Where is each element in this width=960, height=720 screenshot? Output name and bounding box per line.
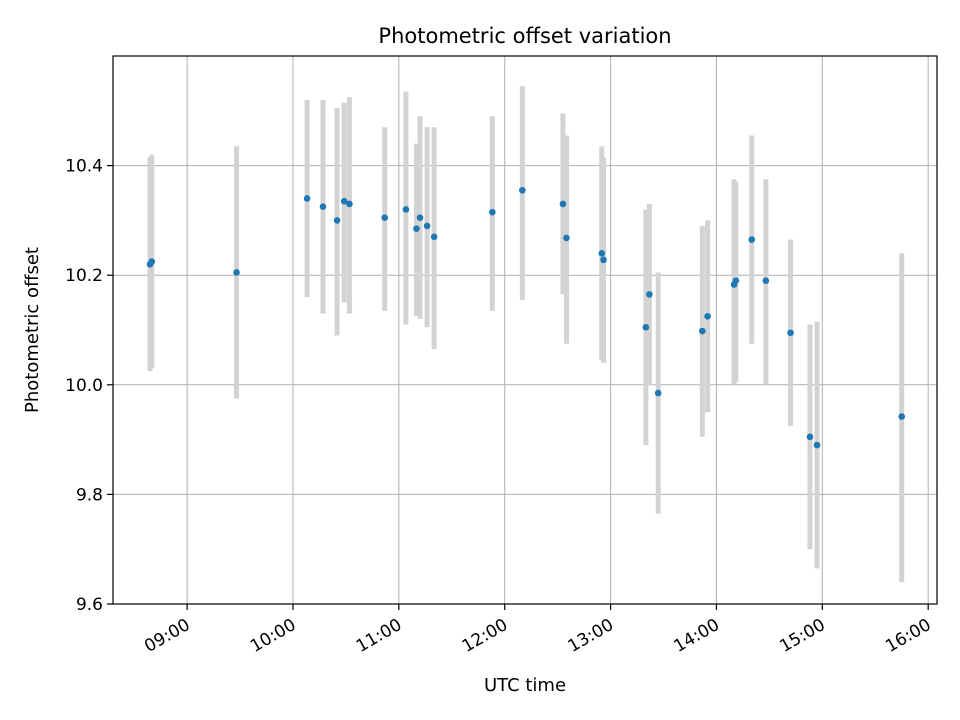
data-point bbox=[423, 222, 431, 230]
data-point bbox=[732, 277, 740, 284]
data-point bbox=[806, 433, 814, 441]
data-point bbox=[600, 256, 607, 264]
data-point bbox=[699, 327, 706, 335]
data-point bbox=[642, 323, 650, 331]
data-point bbox=[430, 233, 438, 241]
y-tick-label: 9.6 bbox=[76, 595, 103, 615]
data-point bbox=[333, 217, 341, 224]
data-point bbox=[646, 291, 653, 298]
data-point bbox=[748, 236, 756, 243]
y-tick-label: 10.4 bbox=[65, 157, 103, 177]
data-point bbox=[559, 200, 567, 208]
data-point bbox=[654, 389, 662, 397]
data-point bbox=[319, 203, 327, 210]
data-point bbox=[303, 195, 311, 202]
y-tick-label: 10.0 bbox=[65, 376, 103, 396]
data-point bbox=[813, 441, 821, 449]
data-point bbox=[233, 269, 240, 276]
plot-frame bbox=[112, 55, 938, 605]
data-point bbox=[489, 208, 496, 216]
data-point bbox=[413, 225, 420, 232]
x-axis-label: UTC time bbox=[484, 675, 566, 696]
data-point bbox=[762, 277, 770, 284]
data-point bbox=[787, 329, 794, 337]
data-point bbox=[416, 214, 424, 221]
data-point bbox=[340, 197, 348, 205]
data-point bbox=[704, 313, 711, 320]
y-axis-label: Photometric offset bbox=[22, 247, 43, 413]
data-point bbox=[563, 234, 570, 242]
chart-title: Photometric offset variation bbox=[378, 24, 671, 48]
data-point bbox=[898, 413, 906, 420]
data-point bbox=[381, 214, 389, 221]
data-point bbox=[519, 186, 526, 194]
y-tick-label: 9.8 bbox=[76, 485, 103, 505]
point-layer bbox=[146, 186, 906, 449]
y-tick-label: 10.2 bbox=[65, 266, 103, 286]
data-point bbox=[346, 200, 353, 208]
data-point bbox=[402, 206, 410, 213]
data-point bbox=[598, 249, 606, 257]
data-point bbox=[148, 258, 156, 265]
